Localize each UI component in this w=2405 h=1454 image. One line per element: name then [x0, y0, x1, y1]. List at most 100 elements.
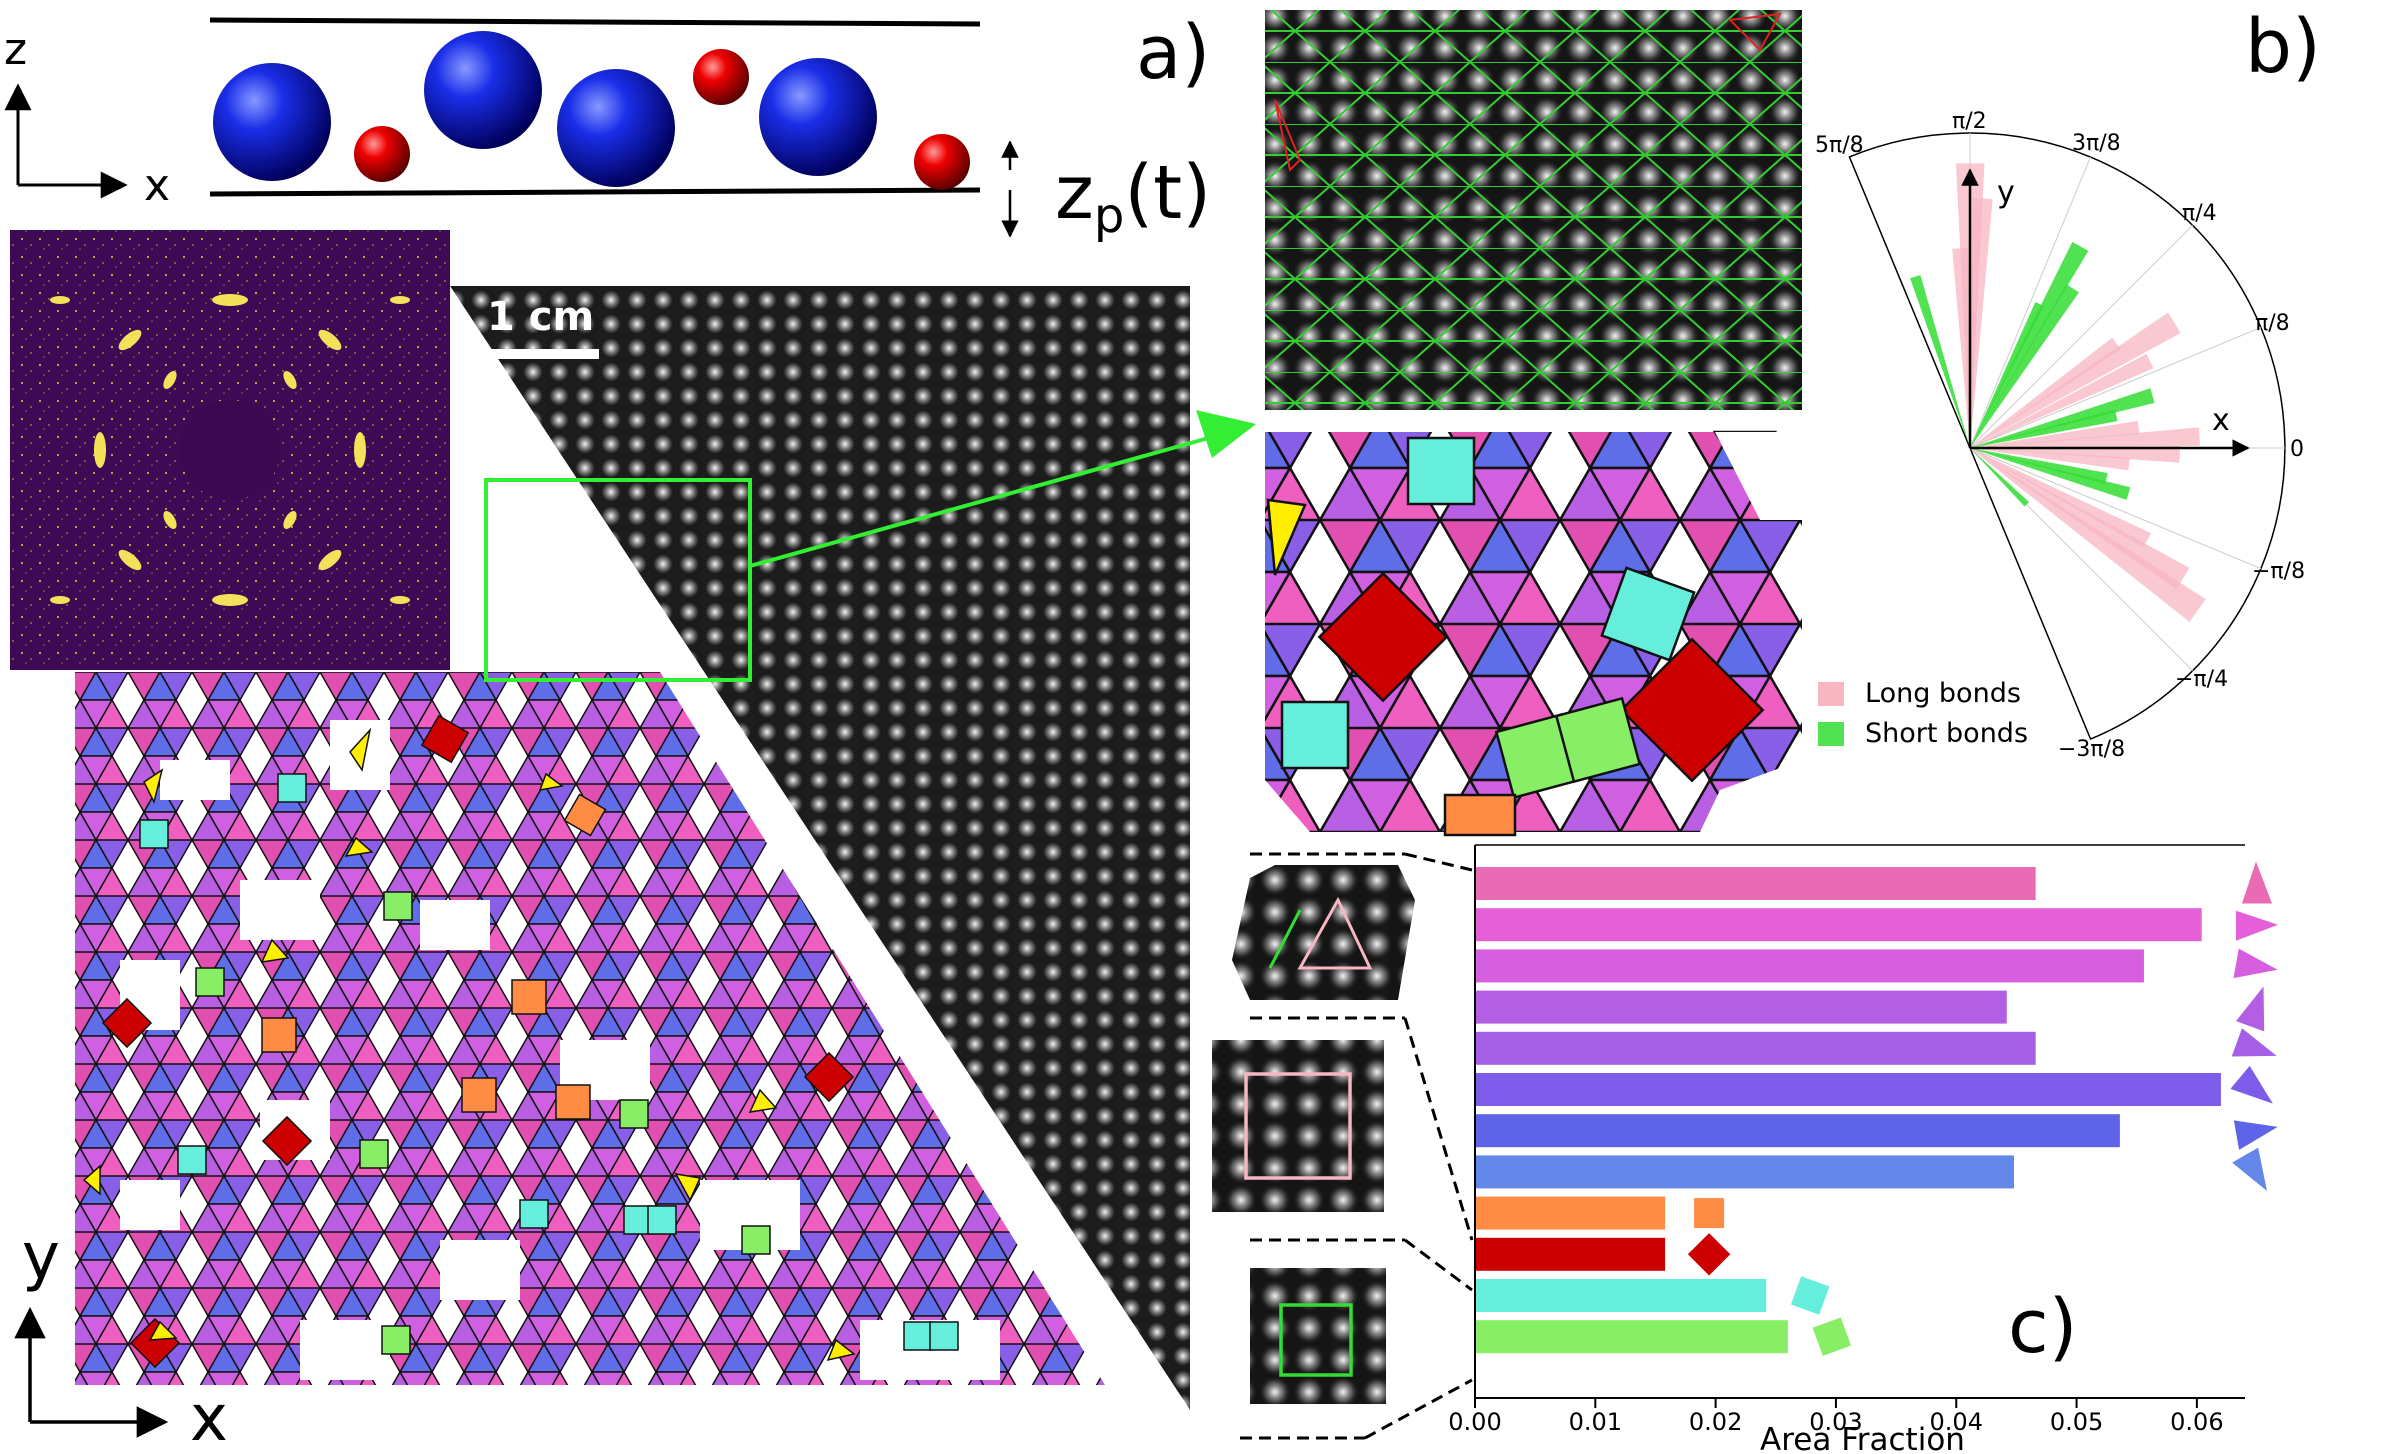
- y-axis-label: y: [22, 1220, 60, 1294]
- long-bond-wedge: [1970, 198, 1993, 448]
- red-square: [1317, 571, 1449, 703]
- fft-center: [180, 400, 280, 500]
- bar: [1475, 1031, 2036, 1065]
- triangle-tile-icon: [2230, 1065, 2273, 1104]
- red-bond: [1274, 99, 1302, 173]
- panel-label-b: b): [2245, 4, 2321, 90]
- triangle-tile-icon: [2236, 910, 2278, 941]
- orange-square: [1443, 793, 1517, 837]
- angle-label: −π/4: [2175, 667, 2228, 692]
- angle-label: 5π/8: [1815, 133, 1864, 158]
- long-bond-wedge: [1970, 312, 2181, 448]
- short-bond-wedge: [1970, 241, 2089, 448]
- bar: [1475, 949, 2144, 983]
- experimental-image: 1 cm: [75, 286, 1256, 1410]
- xy-axes-bottom: y x: [14, 1220, 228, 1454]
- x-tick-label: 0.00: [1448, 1408, 1501, 1436]
- small-sphere: [914, 134, 970, 190]
- x-tick-label: 0.06: [2170, 1408, 2223, 1436]
- x-axis-label-bottom: x: [190, 1382, 228, 1454]
- tiling-overlay: [75, 672, 1105, 1385]
- scale-bar-label: 1 cm: [487, 294, 594, 340]
- small-sphere: [693, 49, 749, 105]
- x-axis-label-top: x: [144, 160, 170, 211]
- square-tile-icon: [1790, 1276, 1830, 1315]
- tiling-gap: [1715, 432, 1802, 520]
- zoom-pointer-line: [749, 430, 1231, 568]
- triangle-tile-icon: [2232, 1147, 2267, 1191]
- long-bond-wedge: [1970, 337, 2121, 448]
- plate-position-label: zp(t): [1055, 150, 1211, 244]
- x-tick-label: 0.03: [1809, 1408, 1862, 1436]
- dashed-connector: [1404, 1238, 1473, 1292]
- short-bond-wedge: [1970, 448, 2108, 484]
- x-tick-label: 0.05: [2050, 1408, 2103, 1436]
- bar: [1475, 1279, 1767, 1312]
- tiling-gap: [1700, 760, 1802, 832]
- polar-gridline: [1969, 224, 2194, 449]
- triangle-thumbnail: [1232, 865, 1415, 1000]
- long-bond-wedge: [1970, 448, 2151, 548]
- fft-inset: [10, 230, 450, 670]
- bars: [1475, 867, 2221, 1354]
- triangle-tile-icon: [2231, 1028, 2277, 1057]
- zoom-pointer-head: [1196, 410, 1256, 458]
- long-bond-wedge: [1970, 448, 2206, 622]
- side-view-schematic: zp(t) z x a): [4, 10, 1211, 244]
- bar: [1475, 990, 2007, 1024]
- scale-bar: [487, 349, 599, 359]
- short-bond-wedge: [1910, 274, 1970, 448]
- angle-label: −π/8: [2252, 559, 2305, 584]
- angle-label: π/2: [1952, 109, 1987, 134]
- cyan-square: [1280, 700, 1350, 770]
- angle-labels: 5π/8 π/2 3π/8 π/4 π/8 0 −π/8 −π/4 −3π/8: [1815, 109, 2305, 762]
- polar-histogram: y x 5π/8 π/2 3π/8 π/4 π/8 0 −π/8 −π/4 −3…: [1815, 4, 2321, 762]
- polar-x-label: x: [2212, 403, 2230, 438]
- bar: [1475, 867, 2036, 900]
- triangle-thumbnail-short-bond: [1268, 909, 1302, 969]
- bar: [1475, 1114, 2120, 1148]
- square-thumbnail-long-outline: [1244, 1072, 1352, 1180]
- dashed-connector: [1404, 852, 1473, 872]
- triangle-tile-icon: [2233, 948, 2278, 979]
- dashed-connector: [1364, 1378, 1473, 1440]
- x-tick-label: 0.02: [1689, 1408, 1742, 1436]
- square-thumbnail-long: [1212, 1040, 1384, 1212]
- square-tile-icon: [1812, 1317, 1852, 1356]
- tiling-gap: [1265, 780, 1310, 832]
- square-tile-icon: [1694, 1198, 1725, 1229]
- zoom-region: [484, 478, 752, 682]
- cyan-square: [1406, 436, 1476, 506]
- long-bonds-wedges: [1952, 163, 2206, 622]
- zoom-grain-image: [1265, 10, 1802, 410]
- bar: [1475, 1237, 1666, 1271]
- dashed-connector: [1403, 1017, 1474, 1241]
- x-ticks: 0.00 0.01 0.02 0.03 0.04 0.05 0.06: [1448, 1398, 2224, 1436]
- z-axis-label: z: [4, 24, 27, 75]
- short-bond-wedge: [1970, 301, 2044, 448]
- bar: [1475, 908, 2202, 942]
- unit-thumbnails: [1212, 852, 1474, 1440]
- x-tick-label: 0.04: [1930, 1408, 1983, 1436]
- bar: [1475, 1073, 2221, 1106]
- angle-label: 0: [2290, 437, 2304, 462]
- large-sphere: [424, 31, 542, 149]
- green-square: [1554, 696, 1642, 784]
- polar-legend: Long bonds Short bonds: [1818, 678, 2028, 749]
- angle-label: 3π/8: [2072, 131, 2121, 156]
- legend-swatch-long: [1818, 682, 1844, 706]
- short-bond-wedge: [1970, 388, 2155, 448]
- short-bond-wedge: [1970, 284, 2079, 448]
- fft-peaks: [50, 294, 410, 606]
- lower-plate: [209, 187, 981, 197]
- legend-label-long: Long bonds: [1865, 678, 2021, 709]
- red-square: [1619, 637, 1765, 783]
- short-bond-wedge: [1970, 409, 2118, 448]
- short-bonds-wedges: [1910, 241, 2155, 507]
- triangle-tile-icon: [2242, 861, 2272, 904]
- polar-gridline: [1969, 326, 2262, 449]
- area-fraction-chart: 0.00 0.01 0.02 0.03 0.04 0.05 0.06 Area Fracti…: [1448, 844, 2278, 1454]
- large-sphere: [557, 69, 675, 187]
- angle-label: π/8: [2255, 311, 2290, 336]
